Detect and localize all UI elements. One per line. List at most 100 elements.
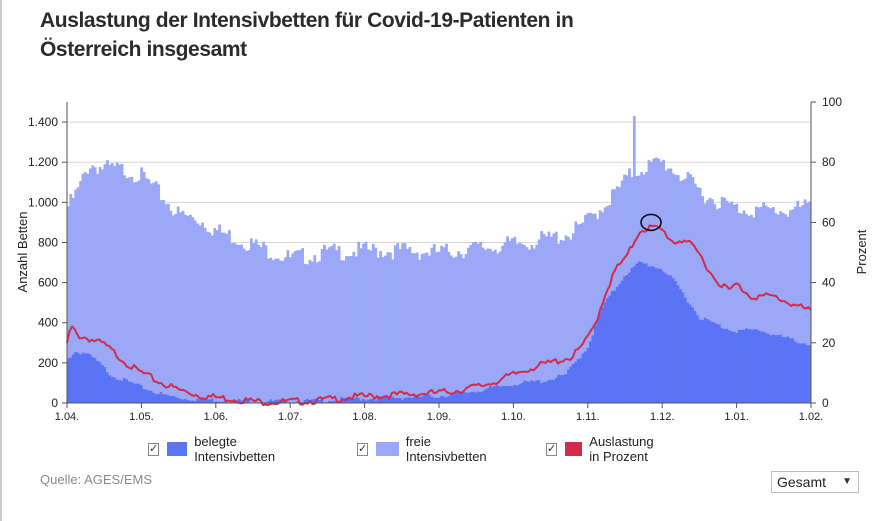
bar-belegte bbox=[367, 399, 370, 403]
bar-freie bbox=[664, 170, 668, 274]
bar-freie bbox=[589, 212, 592, 342]
bar-freie bbox=[786, 216, 790, 337]
bar-belegte bbox=[145, 389, 148, 403]
bar-freie bbox=[288, 257, 292, 404]
bar-freie bbox=[206, 231, 209, 400]
x-tick-label: 1.02. bbox=[799, 411, 823, 423]
bar-belegte bbox=[569, 366, 573, 403]
bar-belegte bbox=[623, 276, 626, 403]
y-left-tick-label: 200 bbox=[38, 356, 58, 370]
region-select[interactable]: Gesamt ▼ bbox=[771, 471, 859, 493]
bar-belegte bbox=[486, 387, 490, 403]
bar-belegte bbox=[359, 400, 363, 403]
bar-belegte bbox=[501, 385, 504, 403]
bar-freie bbox=[498, 251, 502, 387]
bar-belegte bbox=[347, 396, 351, 403]
bar-belegte bbox=[245, 399, 248, 403]
bar-freie bbox=[320, 248, 324, 399]
bar-belegte bbox=[586, 347, 590, 403]
bar-freie bbox=[91, 165, 95, 357]
legend-item-belegte[interactable]: ✓ belegte Intensivbetten bbox=[148, 434, 285, 464]
bar-belegte bbox=[454, 391, 458, 403]
bar-freie bbox=[247, 250, 251, 400]
bar-freie bbox=[654, 157, 658, 269]
x-tick-label: 1.11. bbox=[576, 411, 600, 423]
bar-freie bbox=[464, 253, 468, 393]
bar-belegte bbox=[786, 336, 790, 403]
bar-freie bbox=[203, 227, 207, 400]
bar-belegte bbox=[310, 399, 314, 403]
bar-freie bbox=[198, 225, 202, 400]
bar-freie bbox=[96, 173, 100, 361]
bar-freie bbox=[513, 236, 517, 385]
bar-belegte bbox=[545, 381, 548, 403]
bar-freie bbox=[518, 242, 522, 385]
legend-item-freie[interactable]: ✓ freie Intensivbetten bbox=[357, 434, 494, 464]
bar-belegte bbox=[201, 397, 204, 403]
bar-freie bbox=[408, 246, 412, 398]
bar-freie bbox=[618, 187, 622, 284]
bar-belegte bbox=[759, 331, 763, 403]
bar-belegte bbox=[103, 366, 107, 403]
bar-freie bbox=[423, 253, 426, 395]
bar-freie bbox=[132, 182, 136, 384]
bar-freie bbox=[764, 205, 768, 333]
bar-freie bbox=[708, 197, 712, 321]
bar-belegte bbox=[774, 334, 778, 403]
bar-freie bbox=[323, 244, 326, 403]
bar-freie bbox=[191, 217, 195, 401]
bar-belegte bbox=[442, 396, 446, 403]
bar-belegte bbox=[474, 392, 478, 403]
bar-freie bbox=[537, 239, 541, 380]
bar-freie bbox=[249, 238, 253, 404]
bar-freie bbox=[645, 171, 648, 264]
bar-freie bbox=[535, 244, 539, 381]
bar-freie bbox=[308, 259, 312, 400]
bar-belegte bbox=[457, 391, 461, 403]
bar-belegte bbox=[420, 396, 424, 403]
bar-freie bbox=[127, 177, 131, 382]
bar-freie bbox=[471, 242, 475, 392]
bar-freie bbox=[367, 249, 370, 400]
checkbox-freie[interactable]: ✓ bbox=[357, 442, 369, 456]
bar-freie bbox=[291, 253, 295, 403]
bar-belegte bbox=[125, 379, 129, 403]
bar-freie bbox=[184, 214, 187, 399]
bar-freie bbox=[179, 212, 182, 399]
bar-belegte bbox=[620, 280, 624, 403]
legend-swatch-freie bbox=[376, 442, 399, 456]
bar-belegte bbox=[332, 400, 336, 403]
checkbox-belegte[interactable]: ✓ bbox=[148, 442, 160, 456]
bar-belegte bbox=[674, 280, 678, 403]
bar-belegte bbox=[203, 399, 207, 403]
bar-freie bbox=[120, 163, 124, 381]
bar-freie bbox=[164, 204, 168, 395]
bar-belegte bbox=[747, 328, 751, 403]
bar-belegte bbox=[645, 263, 648, 403]
bar-freie bbox=[447, 251, 451, 396]
legend-item-auslastung[interactable]: ✓ Auslastung in Prozent bbox=[546, 434, 666, 464]
bar-freie bbox=[269, 257, 273, 400]
bar-belegte bbox=[628, 272, 631, 403]
bar-belegte bbox=[147, 390, 151, 403]
legend-label-belegte: belegte Intensivbetten bbox=[194, 434, 276, 464]
bar-freie bbox=[737, 213, 741, 330]
bar-belegte bbox=[796, 343, 800, 403]
bar-belegte bbox=[681, 292, 685, 403]
bar-belegte bbox=[432, 397, 436, 403]
bar-freie bbox=[313, 255, 317, 399]
bar-freie bbox=[684, 178, 687, 298]
bar-belegte bbox=[562, 374, 565, 403]
bar-belegte bbox=[591, 335, 595, 403]
bar-belegte bbox=[640, 261, 644, 403]
bar-freie bbox=[235, 244, 239, 401]
bar-freie bbox=[554, 231, 558, 378]
bar-belegte bbox=[713, 322, 717, 403]
bar-belegte bbox=[398, 397, 402, 403]
checkbox-auslastung[interactable]: ✓ bbox=[546, 442, 558, 456]
bar-freie bbox=[432, 244, 436, 398]
bar-freie bbox=[298, 250, 302, 404]
bar-freie bbox=[342, 260, 346, 399]
frame-edge bbox=[0, 0, 2, 521]
bar-belegte bbox=[650, 266, 653, 403]
